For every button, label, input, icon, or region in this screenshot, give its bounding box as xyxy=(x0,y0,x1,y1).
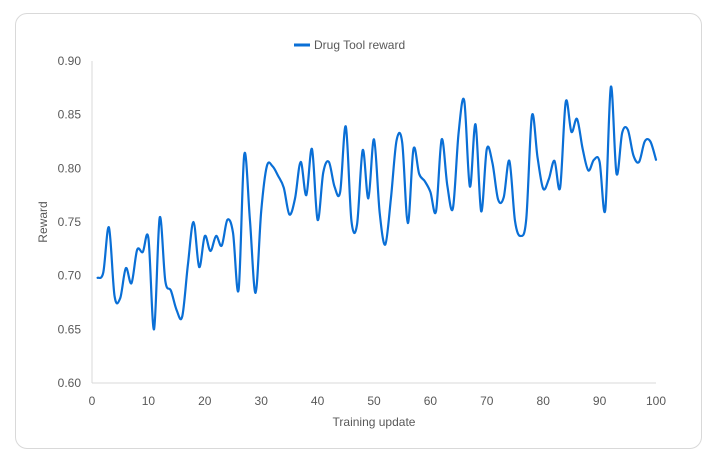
x-tick-label: 30 xyxy=(255,394,269,408)
y-tick-label: 0.75 xyxy=(58,215,82,229)
y-tick-label: 0.85 xyxy=(58,108,82,122)
y-tick-label: 0.90 xyxy=(58,54,82,68)
x-tick-label: 20 xyxy=(198,394,212,408)
x-tick-label: 10 xyxy=(142,394,156,408)
x-tick-label: 0 xyxy=(89,394,96,408)
y-tick-labels: 0.60 0.65 0.70 0.75 0.80 0.85 0.90 xyxy=(58,54,82,390)
x-tick-label: 40 xyxy=(311,394,325,408)
x-tick-label: 80 xyxy=(537,394,551,408)
x-axis-title: Training update xyxy=(333,415,416,429)
y-tick-label: 0.70 xyxy=(58,269,82,283)
y-tick-label: 0.60 xyxy=(58,376,82,390)
x-tick-label: 60 xyxy=(424,394,438,408)
y-axis-title: Reward xyxy=(36,201,50,242)
series-layer xyxy=(96,85,658,331)
chart-card xyxy=(15,13,702,449)
x-tick-label: 100 xyxy=(646,394,666,408)
x-tick-label: 50 xyxy=(367,394,381,408)
legend-label: Drug Tool reward xyxy=(314,38,405,52)
series-line xyxy=(96,85,658,331)
y-tick-label: 0.80 xyxy=(58,161,82,175)
x-tick-label: 70 xyxy=(480,394,494,408)
axes xyxy=(91,61,656,384)
y-tick-label: 0.65 xyxy=(58,322,82,336)
x-tick-label: 90 xyxy=(593,394,607,408)
legend: Drug Tool reward xyxy=(294,38,405,52)
x-tick-labels: 0 10 20 30 40 50 60 70 80 90 100 xyxy=(89,394,667,408)
